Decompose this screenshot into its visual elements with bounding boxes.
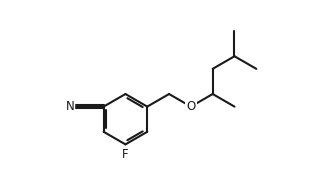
- Text: O: O: [186, 100, 195, 113]
- Text: F: F: [122, 148, 129, 161]
- Text: N: N: [66, 100, 74, 113]
